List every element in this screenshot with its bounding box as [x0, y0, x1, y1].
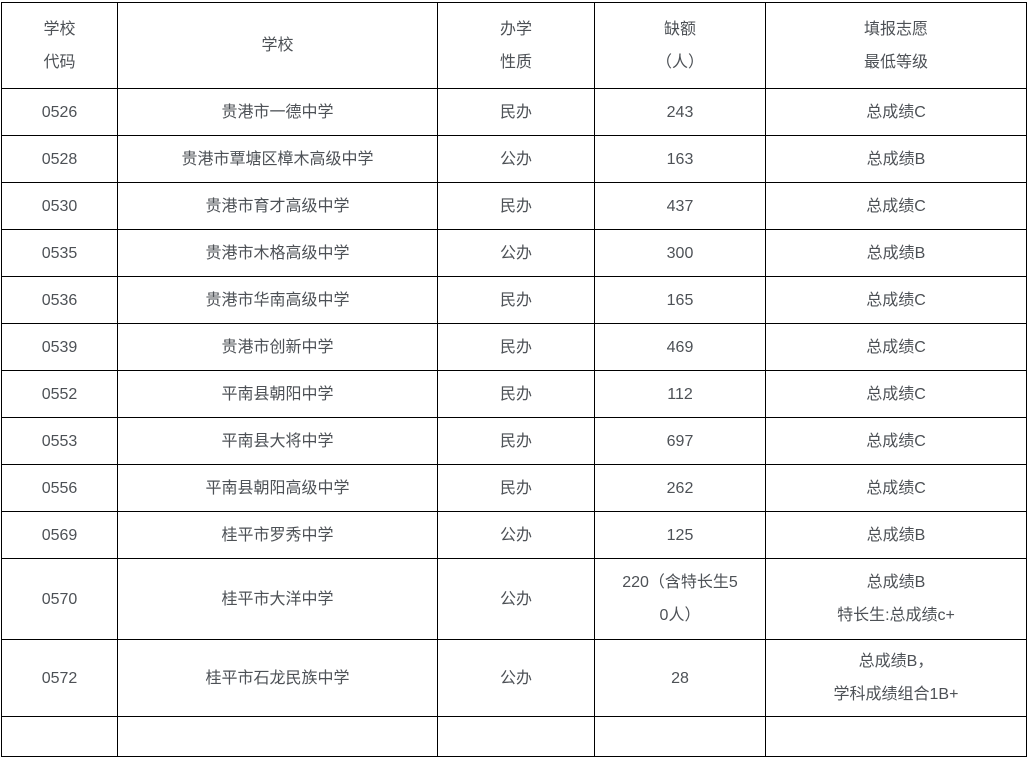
cell-quota: 437 — [594, 182, 766, 230]
table-row: 0556 平南县朝阳高级中学 民办 262 总成绩C — [1, 464, 1027, 512]
table-row-clipped — [1, 716, 1027, 757]
header-min-grade: 填报志愿 最低等级 — [765, 2, 1027, 89]
header-min-grade-line1: 填报志愿 — [863, 20, 928, 38]
cell-school-name: 桂平市石龙民族中学 — [117, 639, 438, 717]
cell-school-code — [1, 716, 118, 757]
table-row: 0552 平南县朝阳中学 民办 112 总成绩C — [1, 370, 1027, 418]
cell-quota — [594, 716, 766, 757]
cell-school-name: 贵港市育才高级中学 — [117, 182, 438, 230]
cell-school-type — [437, 716, 595, 757]
cell-quota: 300 — [594, 229, 766, 277]
header-school-type-line1: 办学 — [499, 20, 532, 38]
header-school-type-line2: 性质 — [499, 53, 532, 71]
cell-min-grade: 总成绩B — [765, 229, 1027, 277]
cell-quota: 469 — [594, 323, 766, 371]
cell-min-grade: 总成绩C — [765, 88, 1027, 136]
cell-school-name: 平南县朝阳高级中学 — [117, 464, 438, 512]
cell-school-code: 0552 — [1, 370, 118, 418]
cell-school-type: 民办 — [437, 88, 595, 136]
table-row: 0528 贵港市覃塘区樟木高级中学 公办 163 总成绩B — [1, 135, 1027, 183]
header-school-code: 学校 代码 — [1, 2, 118, 89]
cell-school-code: 0530 — [1, 182, 118, 230]
cell-min-grade: 总成绩C — [765, 323, 1027, 371]
cell-school-code: 0570 — [1, 558, 118, 640]
header-school-name-label: 学校 — [261, 37, 294, 54]
cell-quota: 165 — [594, 276, 766, 324]
cell-quota: 697 — [594, 417, 766, 465]
cell-school-name: 平南县大将中学 — [117, 417, 438, 465]
header-quota-line1: 缺额 — [663, 20, 696, 38]
cell-min-grade: 总成绩C — [765, 276, 1027, 324]
cell-school-type: 公办 — [437, 639, 595, 717]
cell-school-type: 公办 — [437, 135, 595, 183]
table-row: 0569 桂平市罗秀中学 公办 125 总成绩B — [1, 511, 1027, 559]
cell-min-grade: 总成绩B 特长生:总成绩c+ — [765, 558, 1027, 640]
cell-min-grade: 总成绩B， 学科成绩组合1B+ — [765, 639, 1027, 717]
cell-school-type: 民办 — [437, 182, 595, 230]
cell-school-name: 桂平市罗秀中学 — [117, 511, 438, 559]
cell-school-code: 0535 — [1, 229, 118, 277]
cell-min-grade-line1: 总成绩B — [866, 574, 926, 591]
header-quota: 缺额 （人） — [594, 2, 766, 89]
cell-school-type: 民办 — [437, 323, 595, 371]
cell-min-grade: 总成绩C — [765, 464, 1027, 512]
cell-quota: 112 — [594, 370, 766, 418]
table-row: 0539 贵港市创新中学 民办 469 总成绩C — [1, 323, 1027, 371]
table-row: 0530 贵港市育才高级中学 民办 437 总成绩C — [1, 182, 1027, 230]
cell-school-type: 公办 — [437, 229, 595, 277]
header-quota-line2: （人） — [655, 53, 704, 71]
cell-min-grade: 总成绩C — [765, 417, 1027, 465]
cell-school-name: 平南县朝阳中学 — [117, 370, 438, 418]
cell-min-grade-line2: 学科成绩组合1B+ — [833, 686, 959, 703]
cell-school-code: 0572 — [1, 639, 118, 717]
cell-min-grade: 总成绩C — [765, 370, 1027, 418]
cell-school-type: 民办 — [437, 417, 595, 465]
cell-school-name: 贵港市一德中学 — [117, 88, 438, 136]
cell-school-code: 0553 — [1, 417, 118, 465]
cell-min-grade — [765, 716, 1027, 757]
cell-school-type: 民办 — [437, 370, 595, 418]
table-row: 0535 贵港市木格高级中学 公办 300 总成绩B — [1, 229, 1027, 277]
cell-school-code: 0569 — [1, 511, 118, 559]
cell-school-name — [117, 716, 438, 757]
table-row: 0570 桂平市大洋中学 公办 220（含特长生5 0人） 总成绩B 特长生:总… — [1, 558, 1027, 640]
cell-school-code: 0528 — [1, 135, 118, 183]
cell-school-code: 0556 — [1, 464, 118, 512]
cell-min-grade: 总成绩B — [765, 135, 1027, 183]
cell-quota: 220（含特长生5 0人） — [594, 558, 766, 640]
table-row: 0553 平南县大将中学 民办 697 总成绩C — [1, 417, 1027, 465]
cell-quota: 163 — [594, 135, 766, 183]
cell-school-type: 民办 — [437, 276, 595, 324]
header-min-grade-line2: 最低等级 — [863, 53, 928, 71]
cell-min-grade-line1: 总成绩B， — [858, 653, 934, 670]
cell-quota: 125 — [594, 511, 766, 559]
table-row: 0526 贵港市一德中学 民办 243 总成绩C — [1, 88, 1027, 136]
cell-min-grade: 总成绩C — [765, 182, 1027, 230]
cell-school-code: 0539 — [1, 323, 118, 371]
header-school-type: 办学 性质 — [437, 2, 595, 89]
cell-school-type: 民办 — [437, 464, 595, 512]
cell-min-grade: 总成绩B — [765, 511, 1027, 559]
header-school-name: 学校 — [117, 2, 438, 89]
cell-school-code: 0526 — [1, 88, 118, 136]
table-row: 0572 桂平市石龙民族中学 公办 28 总成绩B， 学科成绩组合1B+ — [1, 639, 1027, 717]
header-school-code-line2: 代码 — [43, 53, 76, 71]
cell-school-name: 贵港市覃塘区樟木高级中学 — [117, 135, 438, 183]
cell-school-name: 贵港市木格高级中学 — [117, 229, 438, 277]
cell-school-code: 0536 — [1, 276, 118, 324]
cell-school-name: 贵港市华南高级中学 — [117, 276, 438, 324]
table-row: 0536 贵港市华南高级中学 民办 165 总成绩C — [1, 276, 1027, 324]
cell-min-grade-line2: 特长生:总成绩c+ — [837, 607, 955, 624]
cell-quota: 28 — [594, 639, 766, 717]
table-header-row: 学校 代码 学校 办学 性质 缺额 （人） 填报志愿 最低等级 — [1, 2, 1027, 89]
cell-school-type: 公办 — [437, 558, 595, 640]
cell-school-type: 公办 — [437, 511, 595, 559]
cell-school-name: 桂平市大洋中学 — [117, 558, 438, 640]
cell-quota: 262 — [594, 464, 766, 512]
cell-school-name: 贵港市创新中学 — [117, 323, 438, 371]
cell-quota: 243 — [594, 88, 766, 136]
header-school-code-line1: 学校 — [43, 20, 76, 38]
